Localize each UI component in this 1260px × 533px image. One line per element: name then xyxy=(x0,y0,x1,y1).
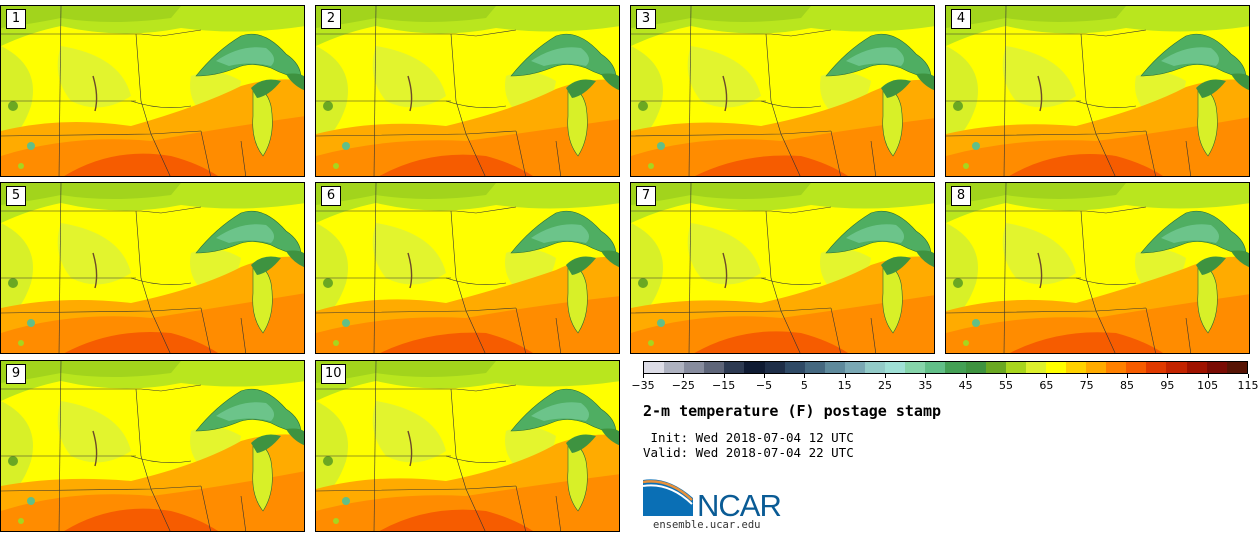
colorbar-tick-label: 25 xyxy=(878,379,892,392)
figure-title: 2-m temperature (F) postage stamp xyxy=(643,402,942,420)
colorbar-segment xyxy=(744,362,765,373)
colorbar-tick-label: 45 xyxy=(958,379,973,392)
map-panel-9: 9 xyxy=(0,360,305,532)
colorbar-tick-mark xyxy=(1127,374,1128,378)
colorbar-tick-label: −25 xyxy=(671,379,695,392)
colorbar-tick-mark xyxy=(1086,374,1088,378)
panel-label: 5 xyxy=(6,186,26,206)
logo-text: NCAR xyxy=(697,488,781,521)
colorbar-segment xyxy=(644,362,665,373)
colorbar-segment xyxy=(784,362,805,373)
panel-label: 10 xyxy=(321,364,346,384)
map-panel-6: 6 xyxy=(315,182,620,354)
colorbar-tick-mark xyxy=(723,374,725,378)
colorbar-segment xyxy=(824,362,845,373)
colorbar xyxy=(643,361,1248,374)
colorbar-segment xyxy=(704,362,725,373)
map-panel-2: 2 xyxy=(315,5,620,177)
colorbar-tick-label: 75 xyxy=(1079,379,1094,392)
colorbar-tick-mark xyxy=(885,374,886,378)
panel-label: 8 xyxy=(951,186,971,206)
map-panel-10: 10 xyxy=(315,360,620,532)
colorbar-tick-mark xyxy=(844,374,846,378)
panel-label: 4 xyxy=(951,9,971,29)
colorbar-segment xyxy=(1126,362,1147,373)
valid-time: Valid: Wed 2018-07-04 22 UTC xyxy=(643,445,854,460)
colorbar-tick-label: −35 xyxy=(631,379,655,392)
map-panel-8: 8 xyxy=(945,182,1250,354)
colorbar-ticks: −35 −25 −15 −5 5 15 25 35 45 55 65 75 85 95 105 115 xyxy=(631,374,1259,394)
colorbar-tick-label: −15 xyxy=(712,379,736,392)
colorbar-segment xyxy=(865,362,886,373)
colorbar-segment xyxy=(1005,362,1026,373)
colorbar-tick-label: 65 xyxy=(1039,379,1054,392)
colorbar-segment xyxy=(965,362,986,373)
colorbar-segment xyxy=(925,362,946,373)
colorbar-segment xyxy=(1146,362,1167,373)
map-panel-1: 1 xyxy=(0,5,305,177)
colorbar-segment xyxy=(1186,362,1207,373)
colorbar-tick-label: −5 xyxy=(755,379,773,392)
colorbar-segment xyxy=(1166,362,1187,373)
colorbar-segment xyxy=(1106,362,1127,373)
colorbar-tick-mark xyxy=(1167,374,1169,378)
logo-url: ensemble.ucar.edu xyxy=(653,519,761,531)
colorbar-tick-label: 85 xyxy=(1120,379,1134,392)
panel-label: 2 xyxy=(321,9,341,29)
colorbar-segment xyxy=(664,362,685,373)
colorbar-segment xyxy=(1025,362,1046,373)
map-panel-5: 5 xyxy=(0,182,305,354)
panel-label: 1 xyxy=(6,9,26,29)
init-time: Init: Wed 2018-07-04 12 UTC xyxy=(643,430,854,445)
colorbar-tick-label: 115 xyxy=(1237,379,1259,392)
colorbar-segment xyxy=(1065,362,1087,373)
colorbar-tick-mark xyxy=(965,374,967,378)
colorbar-segment xyxy=(764,362,785,373)
colorbar-segment xyxy=(804,362,825,373)
colorbar-tick-mark xyxy=(764,374,765,378)
colorbar-tick-label: 5 xyxy=(800,379,808,392)
colorbar-segment xyxy=(1045,362,1066,373)
colorbar-tick-mark xyxy=(804,374,806,378)
logo-wave-shape xyxy=(643,479,693,516)
colorbar-tick-label: 55 xyxy=(999,379,1013,392)
colorbar-tick-mark xyxy=(1207,374,1209,378)
colorbar-tick-mark xyxy=(683,374,685,378)
colorbar-tick-label: 15 xyxy=(837,379,852,392)
colorbar-segment xyxy=(724,362,745,373)
colorbar-segment xyxy=(684,362,705,373)
map-panel-3: 3 xyxy=(630,5,935,177)
logo-white-arc xyxy=(643,484,693,505)
colorbar-segment xyxy=(905,362,926,373)
colorbar-tick-label: 35 xyxy=(918,379,933,392)
colorbar-segment xyxy=(985,362,1006,373)
panel-label: 9 xyxy=(6,364,26,384)
map-panel-7: 7 xyxy=(630,182,935,354)
panel-label: 7 xyxy=(636,186,656,206)
ncar-logo: NCAR xyxy=(643,479,782,521)
colorbar-tick-mark xyxy=(925,374,927,378)
colorbar-segment xyxy=(1226,362,1247,373)
colorbar-tick-mark xyxy=(1006,374,1007,378)
colorbar-tick-mark xyxy=(1248,374,1249,378)
map-panel-4: 4 xyxy=(945,5,1250,177)
colorbar-segment xyxy=(945,362,966,373)
colorbar-tick-label: 95 xyxy=(1160,379,1175,392)
colorbar-tick-mark xyxy=(1046,374,1048,378)
colorbar-tick-mark xyxy=(643,374,644,378)
colorbar-segment xyxy=(844,362,866,373)
panel-label: 3 xyxy=(636,9,656,29)
logo-orange-arc xyxy=(643,480,693,501)
colorbar-tick-label: 105 xyxy=(1197,379,1219,392)
panel-label: 6 xyxy=(321,186,341,206)
colorbar-segment xyxy=(885,362,906,373)
colorbar-segment xyxy=(1086,362,1107,373)
colorbar-segment xyxy=(1206,362,1227,373)
